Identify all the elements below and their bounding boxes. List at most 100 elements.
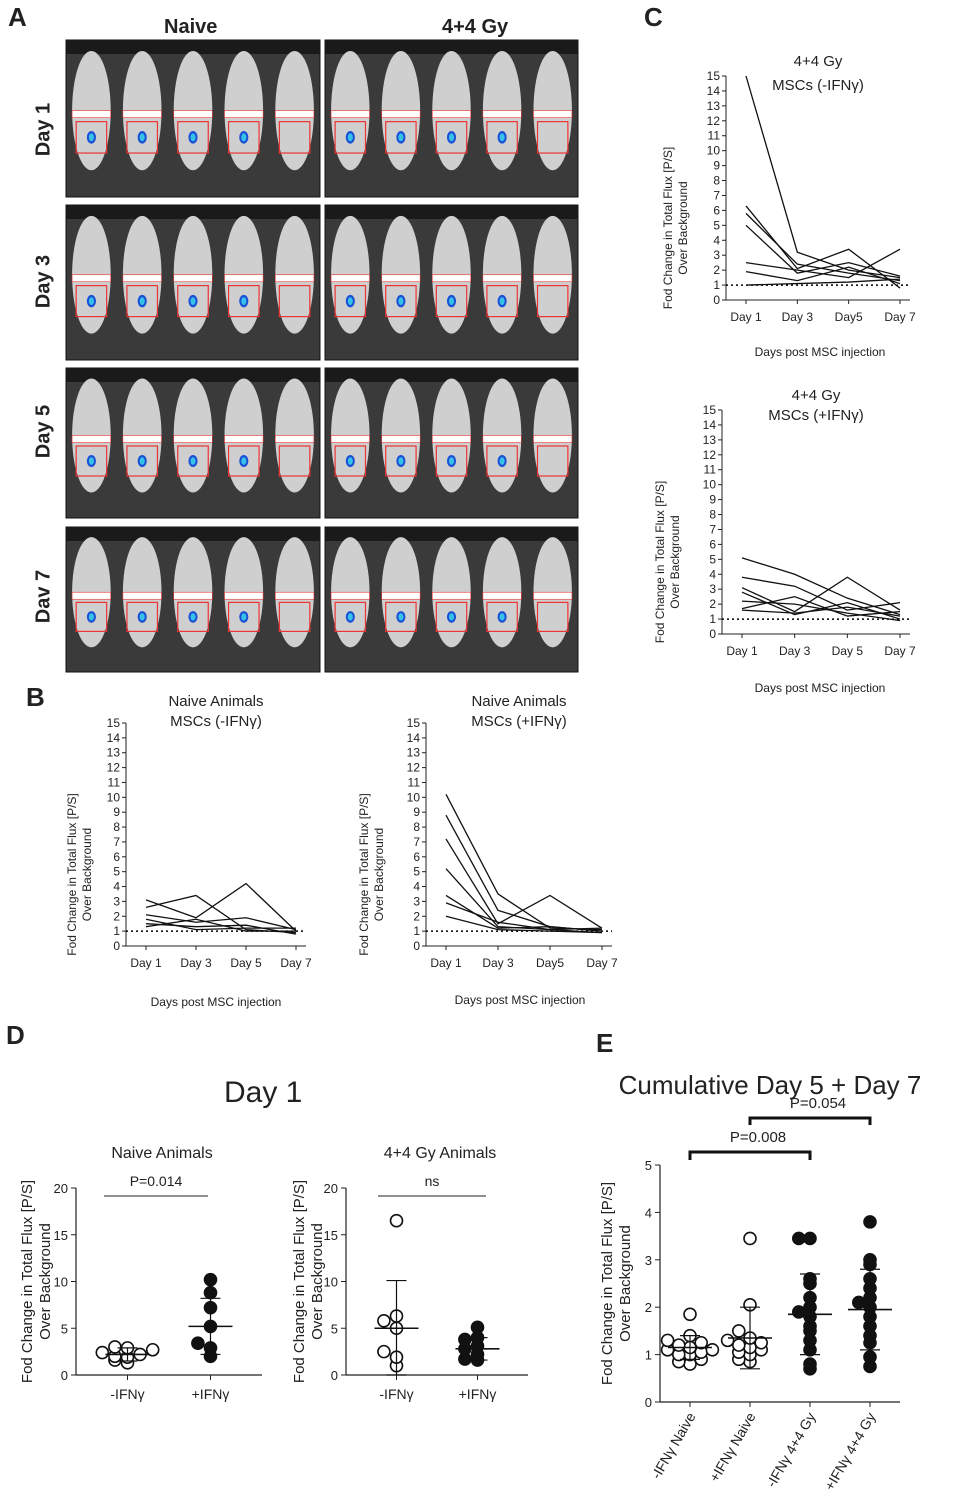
signal-spot-core [499, 613, 505, 621]
image-panel-rail [325, 368, 578, 382]
series-line-m4 [145, 918, 296, 931]
data-point [791, 1305, 806, 1319]
roi-label [381, 274, 421, 283]
roi-label [533, 110, 573, 118]
series-line-m1 [745, 75, 901, 279]
x-tick-label: Day 3 [482, 956, 514, 970]
data-point [803, 1231, 817, 1246]
column-title-naive: Naive [164, 16, 218, 38]
roi-label [274, 435, 315, 443]
roi-box [126, 445, 159, 477]
x-tick-label: -IFNγ Naive [648, 1409, 699, 1481]
y-axis-label-line2: Over Background [80, 828, 94, 921]
image-panel-r1-c0 [65, 204, 321, 361]
signal-spot-core [139, 297, 145, 305]
y-tick-label: 3 [645, 1253, 652, 1268]
roi-label [431, 435, 472, 443]
chart-title-line1: Naive Animals [471, 693, 566, 710]
y-tick-label: 10 [703, 478, 717, 492]
roi-box [75, 285, 108, 318]
dot-plot-D1: Naive Animals 0 5 10 15 20 -IFNγ +IFNγ Fod Chang… [19, 1145, 262, 1402]
x-tick-label: Day 7 [884, 644, 916, 658]
panel-label-b: B [26, 682, 45, 712]
roi-label [381, 591, 421, 600]
roi-label [173, 110, 213, 118]
x-tick-label: +IFNγ [459, 1386, 497, 1402]
series-line-m5 [145, 923, 297, 935]
series-line-m3 [145, 914, 297, 931]
y-axis-label-line1: Fod Change in Total Flux [P/S] [357, 793, 371, 956]
roi-box [486, 601, 518, 633]
x-tick-label: -IFNγ [379, 1386, 413, 1402]
x-tick-label: Day 7 [280, 956, 312, 970]
y-tick-label: 0 [645, 1395, 652, 1410]
series-line-m3 [745, 212, 901, 282]
significance-label-1: P=0.008 [730, 1129, 786, 1146]
roi-label [431, 591, 472, 600]
y-tick-label: 15 [707, 69, 721, 83]
roi-label [482, 110, 522, 118]
data-point [203, 1285, 218, 1300]
series-line-m4 [745, 224, 901, 277]
y-tick-label: 5 [413, 865, 420, 879]
roi-box [227, 121, 260, 154]
signal-spot-core [88, 297, 94, 305]
significance-bracket-1 [688, 1150, 812, 1160]
y-tick-label: 2 [113, 909, 120, 923]
data-point [694, 1335, 709, 1350]
data-point [671, 1338, 686, 1352]
roi-label [431, 274, 472, 283]
signal-spot-core [88, 613, 94, 621]
signal-spot-core [398, 297, 404, 305]
data-point [108, 1340, 122, 1354]
y-tick-label: 15 [703, 403, 717, 417]
y-tick-label: 4 [413, 880, 420, 894]
y-tick-label: 4 [709, 567, 716, 581]
y-tick-label: 20 [324, 1181, 338, 1196]
y-tick-label: 11 [408, 775, 421, 789]
y-tick-label: 12 [407, 761, 421, 775]
panel-d-heading: Day 1 [224, 1076, 303, 1109]
series-line-m3 [741, 576, 901, 613]
x-tick-label: Day 1 [430, 956, 462, 970]
roi-label [274, 274, 315, 283]
x-tick-label: Day 5 [230, 956, 262, 970]
series-line-m4 [445, 868, 603, 934]
data-point [863, 1253, 877, 1267]
y-axis-label-line2: Over Background [668, 515, 682, 608]
y-tick-label: 14 [407, 731, 421, 745]
roi-box [334, 445, 367, 477]
roi-box [486, 445, 518, 477]
column-title-irradiated: 4+4 Gy [442, 16, 509, 38]
y-tick-label: 10 [324, 1275, 338, 1290]
y-tick-label: 15 [107, 716, 121, 730]
y-tick-label: 0 [331, 1368, 338, 1383]
roi-box [486, 285, 518, 318]
image-panel-r1-c1 [324, 204, 579, 361]
roi-box [334, 121, 367, 154]
y-tick-label: 5 [709, 552, 716, 566]
chart-title: 4+4 Gy Animals [384, 1145, 497, 1162]
data-point [470, 1320, 485, 1335]
signal-spot-core [398, 133, 404, 142]
roi-box [177, 601, 209, 633]
x-tick-label: Day 1 [726, 644, 758, 658]
signal-spot-core [347, 133, 353, 142]
roi-box [435, 445, 468, 477]
data-point [791, 1231, 806, 1246]
roi-label [431, 110, 472, 118]
series-line-m7 [445, 915, 603, 934]
y-tick-label: 5 [61, 1321, 68, 1336]
y-tick-label: 12 [703, 448, 717, 462]
roi-label [533, 274, 573, 283]
image-panel-r2-c0 [65, 367, 321, 519]
signal-spot-core [499, 133, 505, 142]
roi-box [227, 285, 260, 318]
y-tick-label: 11 [708, 129, 721, 143]
data-point [683, 1307, 697, 1322]
roi-box [385, 121, 417, 154]
data-point [705, 1343, 720, 1357]
roi-label [330, 274, 370, 283]
